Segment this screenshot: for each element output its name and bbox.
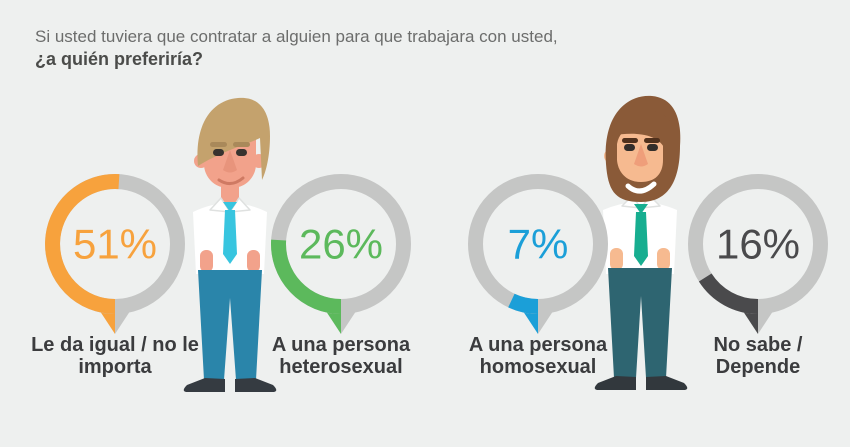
hand: [247, 250, 260, 272]
eyebrow: [644, 138, 660, 143]
blonde-man-illustration: [183, 97, 277, 392]
gauge-homosexual: 7% A una persona homosexual: [458, 168, 618, 438]
eyebrow: [622, 138, 638, 143]
question-line-2: ¿a quién preferiría?: [35, 49, 204, 70]
neck: [221, 180, 239, 202]
donut-chart-indifferent: 51%: [45, 174, 185, 334]
gauge-label: A una persona heterosexual: [226, 334, 456, 379]
gauge-label-line-2: heterosexual: [279, 356, 403, 379]
tie-knot: [634, 204, 648, 214]
gauge-heterosexual: 26% A una persona heterosexual: [261, 168, 421, 438]
donut-chart-homosexual: 7%: [468, 174, 608, 334]
eye-icon: [624, 144, 635, 151]
tie-knot: [223, 202, 237, 212]
shoe: [183, 378, 225, 392]
gauge-label: Le da igual / no le importa: [0, 334, 230, 379]
shoe: [646, 376, 688, 390]
nose: [223, 150, 237, 173]
tie: [223, 210, 237, 264]
hand: [610, 248, 623, 270]
gauge-no-sabe: 16% No sabe / Depende: [678, 168, 838, 438]
gauge-indifferent: 51% Le da igual / no le importa: [31, 168, 199, 438]
percent-value: 26%: [299, 221, 383, 268]
hand: [200, 250, 213, 272]
pants: [198, 270, 262, 380]
hair-fringe: [610, 110, 676, 156]
gauge-label-line-2: homosexual: [479, 356, 597, 379]
bearded-man-body: [594, 95, 688, 390]
question: Si usted tuviera que contratar a alguien…: [35, 26, 558, 71]
donut-chart-no-sabe: 16%: [688, 174, 828, 334]
shoe: [594, 376, 636, 390]
eye-icon: [236, 149, 247, 156]
hand: [657, 248, 670, 270]
percent-value: 7%: [508, 221, 569, 268]
smile: [217, 176, 245, 185]
gauge-label-line-1: A una persona: [271, 334, 411, 356]
eyebrow: [233, 142, 250, 147]
blonde-man-body: [183, 97, 277, 392]
percent-value: 51%: [73, 221, 157, 268]
tie: [634, 212, 648, 266]
gauge-label-line-2: Depende: [715, 356, 801, 379]
shoe: [235, 378, 277, 392]
percent-value: 16%: [716, 221, 800, 268]
blonde-hair: [197, 97, 270, 180]
donut-ring-value-arc: [508, 293, 539, 314]
gauge-label-line-2: importa: [78, 356, 152, 379]
donut-chart-heterosexual: 26%: [271, 174, 411, 334]
donut-ring-value-arc: [45, 174, 120, 314]
gauge-label: A una persona homosexual: [423, 334, 653, 379]
nose: [634, 144, 648, 167]
gauge-label: No sabe / Depende: [643, 334, 850, 379]
donut-ring-value-arc: [271, 239, 342, 314]
gauge-label-line-1: Le da igual / no le: [31, 334, 199, 356]
gauge-label-line-1: A una persona: [468, 334, 608, 356]
eye-icon: [213, 149, 224, 156]
eye-icon: [647, 144, 658, 151]
donut-ring-value-arc: [698, 273, 759, 314]
question-line-1: Si usted tuviera que contratar a alguien…: [35, 27, 558, 46]
eyebrow: [210, 142, 227, 147]
gauge-label-line-1: No sabe /: [713, 334, 803, 356]
pants: [608, 268, 672, 378]
bearded-man-illustration: [594, 95, 688, 390]
smile: [625, 181, 657, 194]
